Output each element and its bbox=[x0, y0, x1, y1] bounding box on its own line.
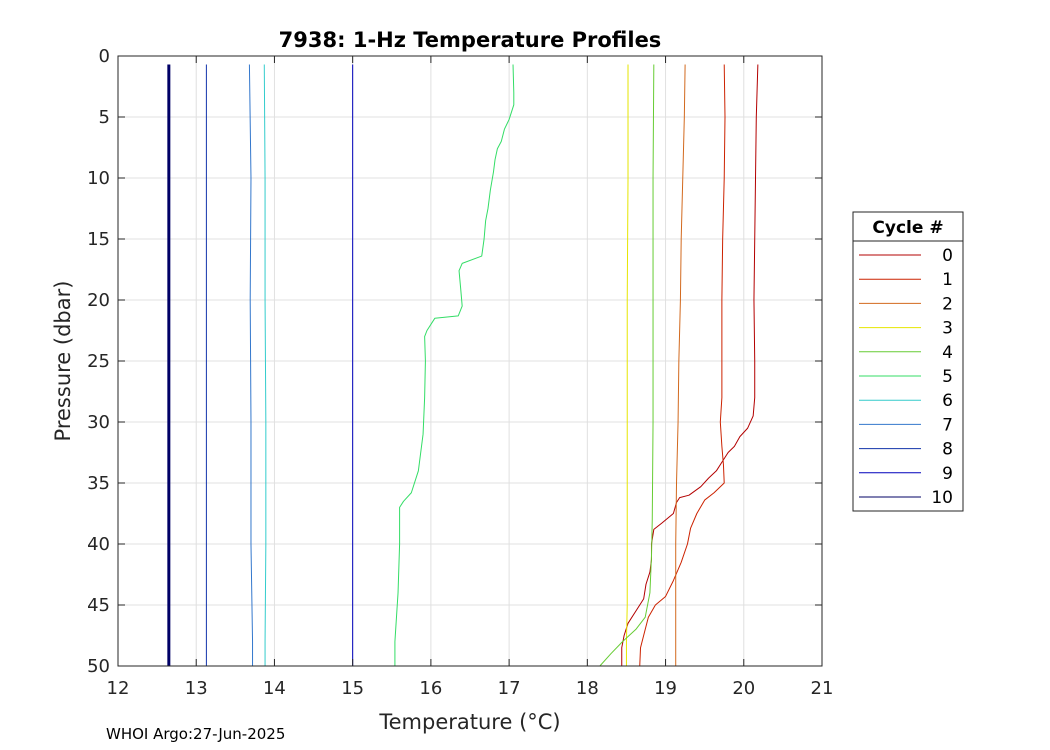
series-line-cycle-1 bbox=[639, 64, 726, 667]
y-tick-label: 30 bbox=[87, 412, 110, 433]
legend-label: 10 bbox=[931, 488, 953, 508]
x-tick-label: 15 bbox=[341, 678, 364, 699]
y-tick-label: 40 bbox=[87, 534, 110, 555]
x-tick-label: 17 bbox=[498, 678, 521, 699]
x-tick-label: 20 bbox=[732, 678, 755, 699]
x-tick-label: 14 bbox=[263, 678, 286, 699]
series-line-cycle-3 bbox=[625, 64, 629, 666]
legend-label: 7 bbox=[942, 415, 953, 435]
legend-label: 4 bbox=[942, 343, 953, 363]
series-line-cycle-0 bbox=[621, 64, 759, 666]
legend-label: 8 bbox=[942, 440, 953, 460]
x-axis-label: Temperature (°C) bbox=[378, 710, 560, 734]
y-axis-label: Pressure (dbar) bbox=[51, 281, 75, 442]
legend-label: 2 bbox=[942, 294, 953, 314]
footer-credit: WHOI Argo:27-Jun-2025 bbox=[106, 725, 286, 743]
x-tick-label: 16 bbox=[419, 678, 442, 699]
x-tick-label: 12 bbox=[107, 678, 130, 699]
legend-label: 3 bbox=[942, 319, 953, 339]
x-tick-label: 19 bbox=[654, 678, 677, 699]
legend: Cycle # 0 1 2 3 4 5 6 7 8 9 10 bbox=[852, 211, 964, 512]
ticks: 12 13 14 15 16 17 18 19 20 21 0 5 10 15 20 25 30 35 40 45 50 bbox=[87, 46, 833, 699]
y-tick-label: 50 bbox=[87, 656, 110, 677]
x-tick-label: 13 bbox=[185, 678, 208, 699]
y-tick-label: 10 bbox=[87, 168, 110, 189]
y-tick-label: 5 bbox=[99, 107, 110, 128]
series-line-cycle-7 bbox=[248, 64, 254, 666]
legend-label: 0 bbox=[942, 246, 953, 266]
y-tick-label: 20 bbox=[87, 290, 110, 311]
legend-label: 1 bbox=[942, 270, 953, 290]
y-tick-label: 25 bbox=[87, 351, 110, 372]
x-tick-label: 21 bbox=[811, 678, 834, 699]
y-tick-label: 35 bbox=[87, 473, 110, 494]
y-tick-label: 45 bbox=[87, 595, 110, 616]
chart-title: 7938: 1-Hz Temperature Profiles bbox=[279, 28, 662, 52]
series-line-cycle-4 bbox=[599, 64, 655, 667]
legend-label: 9 bbox=[942, 464, 953, 484]
legend-label: 6 bbox=[942, 391, 953, 411]
legend-title: Cycle # bbox=[872, 218, 943, 238]
series-line-cycle-5 bbox=[394, 64, 515, 666]
y-tick-label: 0 bbox=[99, 46, 110, 67]
series-group bbox=[167, 64, 759, 667]
series-line-cycle-2 bbox=[675, 64, 686, 666]
legend-label: 5 bbox=[942, 367, 953, 387]
legend-box bbox=[852, 211, 964, 512]
grid bbox=[117, 55, 823, 667]
y-tick-label: 15 bbox=[87, 229, 110, 250]
series-line-cycle-6 bbox=[263, 64, 267, 666]
x-tick-label: 18 bbox=[576, 678, 599, 699]
